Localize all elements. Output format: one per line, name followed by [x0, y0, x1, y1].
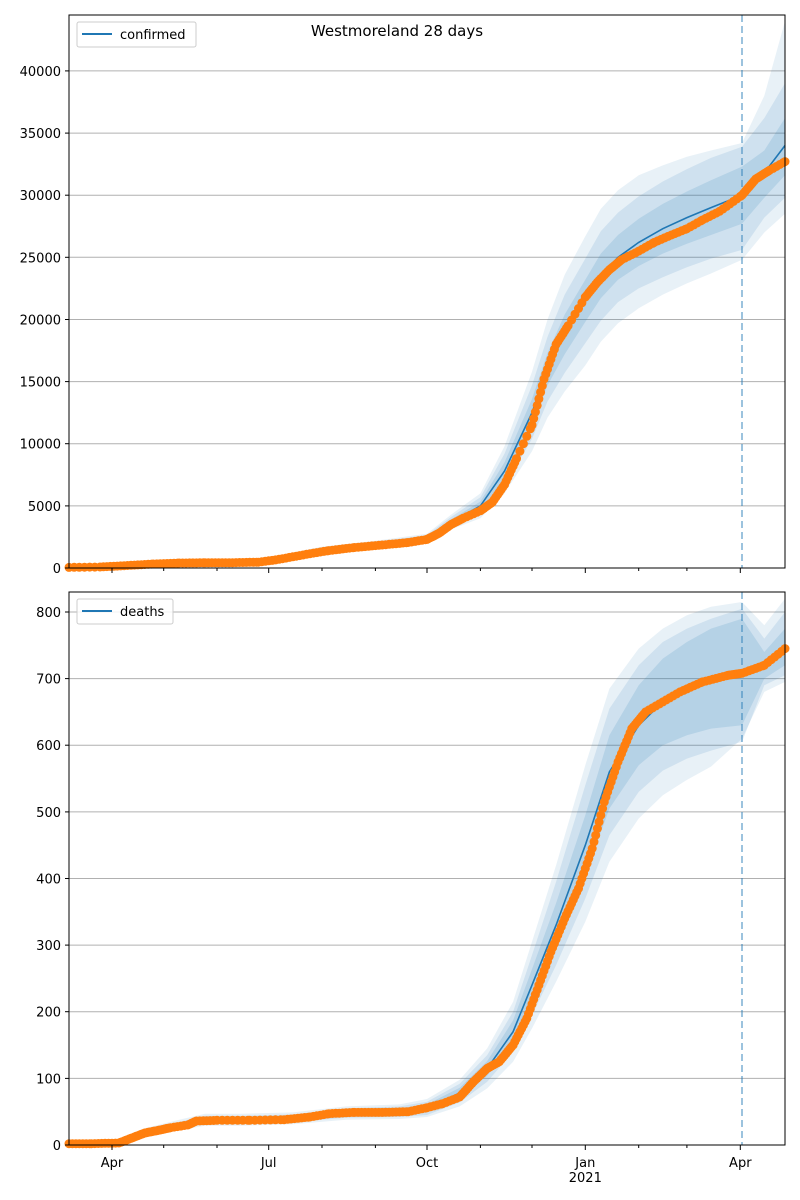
confirmed-ytick-label: 35000 — [20, 127, 61, 142]
confirmed-ytick-label: 30000 — [20, 189, 61, 204]
deaths-band-50 — [69, 618, 785, 1144]
deaths-ytick-label: 600 — [36, 739, 61, 754]
confirmed-legend-label: confirmed — [120, 28, 186, 43]
confirmed-observed-points — [64, 157, 790, 572]
confirmed-observed-point — [518, 439, 528, 449]
confirmed-ytick-label: 40000 — [20, 65, 61, 80]
deaths-ytick-label: 500 — [36, 806, 61, 821]
deaths-legend: deaths — [76, 598, 174, 625]
deaths-confidence-bands — [69, 598, 785, 1144]
confirmed-observed-point — [522, 431, 532, 441]
deaths-band-80 — [69, 608, 785, 1144]
deaths-ytick-label: 700 — [36, 673, 61, 688]
deaths-ytick-label: 100 — [36, 1072, 61, 1087]
confirmed-panel: 0 5000 10000 15000 20000 25000 30000 35000 40000… — [20, 14, 790, 577]
deaths-band-95 — [69, 598, 785, 1144]
confirmed-ytick-label: 15000 — [20, 376, 61, 391]
deaths-legend-box — [76, 598, 174, 625]
deaths-ytick-label: 0 — [53, 1139, 61, 1154]
deaths-xtick-label: Apr — [101, 1156, 124, 1171]
deaths-ytick-label: 800 — [36, 606, 61, 621]
deaths-ytick-label: 400 — [36, 873, 61, 888]
deaths-xtick-label: Jul — [260, 1156, 277, 1171]
deaths-ytick-label: 200 — [36, 1006, 61, 1021]
deaths-ytick-label: 300 — [36, 939, 61, 954]
confirmed-band-95 — [69, 21, 785, 568]
confirmed-ytick-label: 10000 — [20, 438, 61, 453]
deaths-legend-label: deaths — [120, 605, 165, 620]
confirmed-ytick-label: 25000 — [20, 251, 61, 266]
confirmed-axes: 0 5000 10000 15000 20000 25000 30000 35000 40000 — [20, 14, 786, 577]
confirmed-observed-point — [515, 446, 525, 456]
confirmed-confidence-bands — [69, 21, 785, 568]
deaths-observed-points — [64, 644, 790, 1149]
confirmed-ytick-label: 20000 — [20, 314, 61, 329]
deaths-xtick-label: Apr — [729, 1156, 752, 1171]
figure-title: Westmoreland 28 days — [311, 22, 483, 40]
confirmed-legend: confirmed — [76, 21, 197, 48]
confirmed-ytick-label: 0 — [53, 562, 61, 577]
deaths-xtick-label: Oct — [416, 1156, 438, 1171]
confirmed-ytick-label: 5000 — [28, 500, 61, 515]
confirmed-observed-point — [512, 454, 521, 464]
deaths-xtick-label: Jan — [574, 1156, 595, 1171]
confirmed-legend-box — [76, 21, 197, 48]
deaths-xtick-year-label: 2021 — [569, 1171, 602, 1186]
deaths-panel: 0 100 200 300 400 500 600 700 800 deaths Apr Jul O… — [36, 591, 790, 1186]
deaths-axes: 0 100 200 300 400 500 600 700 800 — [36, 591, 786, 1154]
